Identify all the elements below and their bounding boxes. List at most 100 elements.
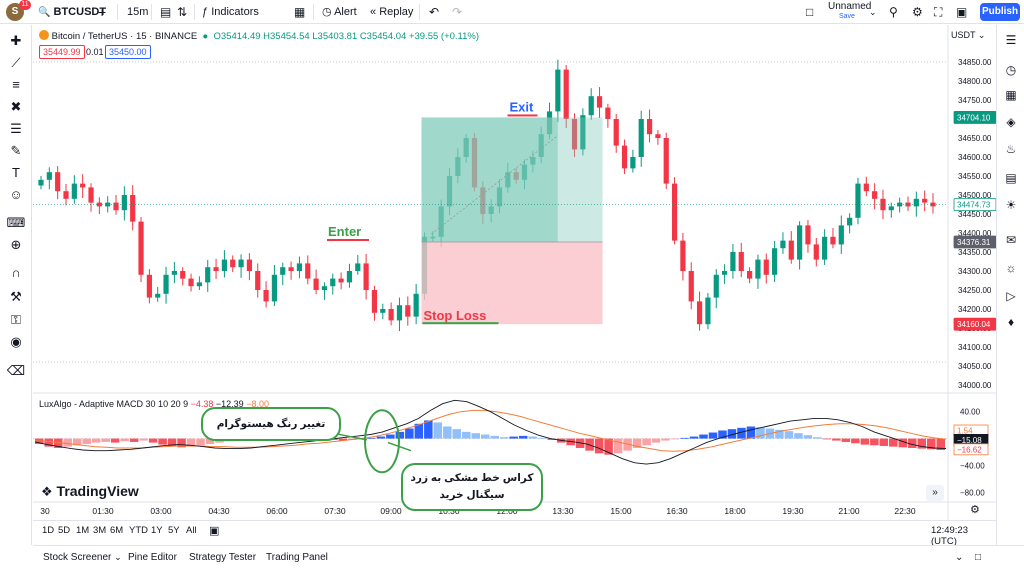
macd-histogram-bar [443, 426, 452, 439]
range-1d[interactable]: 1D [42, 525, 55, 536]
range-1y[interactable]: 1Y [151, 525, 163, 536]
magnet-icon[interactable]: ∩ [11, 265, 21, 280]
replay-button[interactable]: « Replay [370, 3, 413, 21]
candle-body [571, 119, 578, 150]
collapse-panel-icon[interactable]: ⌄ [955, 552, 964, 563]
range-1m[interactable]: 1M [76, 525, 90, 536]
macd-histogram-bar [528, 436, 537, 439]
text-tool-icon[interactable]: T [12, 165, 20, 180]
chart-settings-gear-icon[interactable]: ⚙ [970, 504, 980, 516]
macd-histogram-bar [936, 438, 945, 450]
take-profit-price-badge-box [953, 111, 996, 124]
loss-zone[interactable] [421, 242, 603, 325]
macd-histogram-bar [756, 427, 765, 439]
symbol-search-button[interactable]: 🔍 BTCUSDT [38, 3, 106, 21]
quick-search-icon[interactable]: ⚲ [889, 5, 898, 19]
ideas-bulb-icon[interactable]: ☀ [1005, 198, 1017, 212]
candle-body [63, 191, 69, 199]
bar-style-icon[interactable]: ⇅ [177, 5, 188, 19]
alert-button[interactable]: ◷ Alert [322, 3, 357, 21]
fullscreen-icon[interactable]: ⛶ [934, 5, 943, 19]
settings-gear-icon[interactable]: ⚙ [912, 5, 923, 19]
visibility-eye-icon[interactable]: ◉ [10, 334, 22, 349]
time-axis-tick: 10:30 [438, 506, 460, 516]
candle-body [646, 119, 653, 135]
tab-stock-screener[interactable]: Stock Screener ⌄ [43, 552, 122, 563]
indicator-legend[interactable]: LuxAlgo - Adaptive MACD 30 10 20 9 −4.38… [39, 399, 269, 409]
layers-icon[interactable]: ◈ [1006, 115, 1016, 129]
chat-bubble-icon[interactable]: ✉ [1005, 233, 1017, 247]
emoji-icon[interactable]: ☺ [9, 187, 23, 202]
profit-zone-extension[interactable] [557, 117, 603, 243]
candle-body [772, 248, 778, 275]
candle-body [805, 225, 811, 245]
publish-button[interactable]: Publish [980, 3, 1020, 21]
range-5d[interactable]: 5D [58, 525, 71, 536]
chart-canvas[interactable]: 34850.0034800.0034750.0034700.0034650.00… [33, 25, 996, 520]
streams-play-icon[interactable]: ▷ [1006, 289, 1016, 303]
hotlists-flame-icon[interactable]: ♨ [1005, 142, 1017, 156]
undo-icon[interactable]: ↶ [429, 5, 440, 19]
lock-drawings-icon[interactable]: ⚒ [10, 289, 22, 304]
redo-icon[interactable]: ↷ [452, 5, 463, 19]
crosshair-icon[interactable]: ✚ [10, 33, 22, 48]
layout-save-status[interactable]: Save [839, 13, 855, 20]
candle-body [55, 172, 61, 192]
lock-icon[interactable]: ⚿ [11, 312, 21, 327]
indicators-button[interactable]: ƒ Indicators [202, 3, 259, 21]
candle-body [580, 115, 586, 150]
calendar-icon[interactable]: ▤ [1005, 171, 1017, 185]
notifications-bell-icon[interactable]: ♦ [1007, 315, 1015, 329]
scroll-to-realtime-button[interactable]: » [926, 485, 944, 501]
currency-selector[interactable]: USDT ⌄ [951, 30, 985, 41]
profit-zone[interactable] [421, 117, 558, 243]
time-axis-tick: 12:00 [496, 506, 518, 516]
chart-area[interactable]: 34850.0034800.0034750.0034700.0034650.00… [33, 25, 996, 520]
candles-icon[interactable]: ▤ [160, 5, 172, 19]
templates-icon[interactable]: ▦ [294, 5, 306, 19]
range-5y[interactable]: 5Y [168, 525, 180, 536]
trash-icon[interactable]: ⌫ [6, 363, 26, 378]
candle-body [913, 198, 919, 207]
pattern-icon[interactable]: ✖ [10, 99, 22, 114]
layout-chevron-down-icon[interactable]: ⌄ [869, 7, 877, 17]
chat-icon[interactable]: ▦ [1005, 88, 1017, 102]
compare-symbol-button[interactable]: + [98, 4, 107, 20]
layout-name[interactable]: Unnamed [828, 1, 872, 12]
fib-retracement-icon[interactable]: ≡ [12, 77, 20, 92]
brush-icon[interactable]: ✎ [10, 143, 22, 158]
candle-body [180, 271, 186, 279]
streams-icon[interactable]: ☼ [1005, 261, 1017, 275]
maximize-panel-icon[interactable]: □ [975, 552, 982, 563]
range-3m[interactable]: 3M [93, 525, 107, 536]
range-all[interactable]: All [186, 525, 197, 536]
symbol-legend[interactable]: Bitcoin / TetherUS · 15 · BINANCE ● O354… [39, 30, 479, 42]
macd-histogram-bar [490, 435, 499, 439]
buy-price-button[interactable]: 35450.00 [105, 45, 151, 59]
exit-label: Exit [509, 99, 534, 114]
sell-price-button[interactable]: 35449.99 [39, 45, 85, 59]
stop-loss-label: Stop Loss [423, 308, 486, 323]
projection-icon[interactable]: ☰ [10, 121, 22, 136]
zoom-in-icon[interactable]: ⊕ [10, 237, 22, 252]
camera-snapshot-icon[interactable]: ▣ [956, 5, 968, 19]
tab-pine-editor[interactable]: Pine Editor [128, 552, 177, 563]
utc-clock[interactable]: 12:49:23 (UTC) [931, 525, 968, 547]
candle-body [380, 309, 386, 313]
goto-date-calendar-icon[interactable]: ▣ [209, 525, 220, 537]
tab-trading-panel[interactable]: Trading Panel [266, 552, 328, 563]
range-6m[interactable]: 6M [110, 525, 124, 536]
time-axis-tick: 16:30 [666, 506, 688, 516]
interval-button[interactable]: 15m [127, 6, 149, 18]
trend-line-icon[interactable]: ⟋ [11, 55, 21, 70]
candle-body [405, 305, 411, 317]
range-ytd[interactable]: YTD [129, 525, 148, 536]
layout-checkbox-icon[interactable]: □ [806, 5, 814, 19]
tab-strategy-tester[interactable]: Strategy Tester [189, 552, 257, 563]
candle-body [763, 259, 769, 275]
watchlist-icon[interactable]: ☰ [1005, 33, 1017, 47]
ruler-icon[interactable]: ⌨ [6, 215, 26, 230]
alerts-clock-icon[interactable]: ◷ [1005, 63, 1017, 77]
macd-histogram-bar [746, 426, 756, 439]
price-axis-tick: 34300.00 [958, 267, 992, 276]
